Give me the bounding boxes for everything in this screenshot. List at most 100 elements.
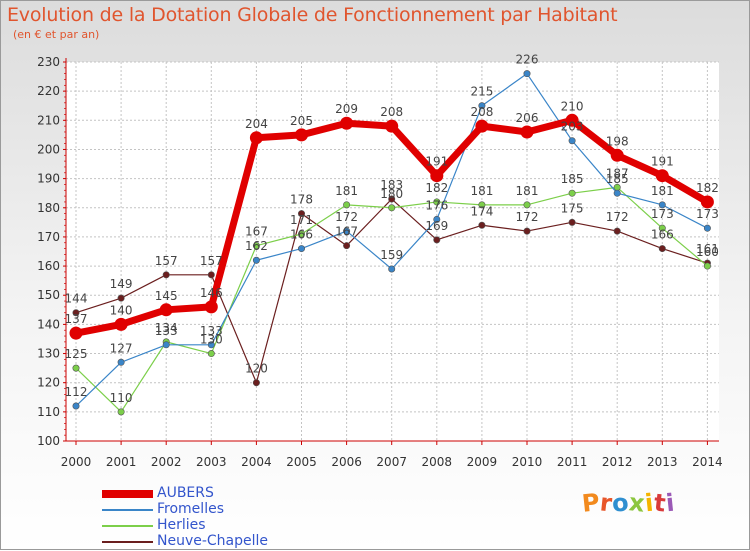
data-point-neuve-chapelle [117, 294, 125, 302]
data-label-fromelles: 159 [380, 248, 403, 262]
data-point-herlies [252, 242, 260, 250]
data-label-neuve-chapelle: 167 [335, 225, 358, 239]
y-tick-label: 230 [37, 55, 60, 69]
data-label-neuve-chapelle: 120 [245, 362, 268, 376]
data-point-herlies [478, 201, 486, 209]
data-label-herlies: 125 [65, 347, 88, 361]
data-label-herlies: 167 [245, 225, 268, 239]
data-label-fromelles: 215 [470, 85, 493, 99]
data-label-fromelles: 162 [245, 239, 268, 253]
data-point-aubers [340, 116, 354, 130]
data-point-aubers [385, 119, 399, 133]
data-point-aubers [204, 300, 218, 314]
data-label-fromelles: 176 [425, 198, 448, 212]
chart-title: Evolution de la Dotation Globale de Fonc… [7, 4, 618, 26]
data-point-fromelles [117, 358, 125, 366]
data-label-fromelles: 112 [65, 385, 88, 399]
data-point-neuve-chapelle [613, 227, 621, 235]
data-label-aubers: 206 [516, 111, 539, 125]
data-label-herlies: 171 [290, 213, 313, 227]
data-point-aubers [700, 195, 714, 209]
data-point-neuve-chapelle [162, 271, 170, 279]
data-point-aubers [655, 169, 669, 183]
data-label-herlies: 181 [470, 184, 493, 198]
data-label-herlies: 110 [110, 391, 133, 405]
data-point-neuve-chapelle [252, 379, 260, 387]
data-label-neuve-chapelle: 174 [470, 204, 493, 218]
data-label-aubers: 208 [470, 105, 493, 119]
data-point-herlies [568, 189, 576, 197]
data-label-fromelles: 133 [200, 324, 223, 338]
data-point-fromelles [613, 189, 621, 197]
logo-letter: i [664, 488, 677, 518]
chart-subtitle: (en € et par an) [13, 28, 100, 41]
data-point-herlies [343, 201, 351, 209]
data-point-fromelles [568, 137, 576, 145]
x-tick-label: 2010 [512, 455, 543, 469]
data-label-neuve-chapelle: 157 [155, 254, 178, 268]
y-tick-label: 110 [37, 405, 60, 419]
data-label-aubers: 209 [335, 102, 358, 116]
data-label-neuve-chapelle: 172 [516, 210, 539, 224]
legend-label-fromelles: Fromelles [157, 501, 224, 517]
data-label-herlies: 187 [606, 166, 629, 180]
x-tick-label: 2003 [196, 455, 227, 469]
x-tick-label: 2007 [376, 455, 407, 469]
data-label-herlies: 134 [155, 321, 178, 335]
data-label-fromelles: 226 [516, 53, 539, 67]
x-tick-label: 2002 [151, 455, 182, 469]
data-point-neuve-chapelle [568, 218, 576, 226]
data-point-fromelles [478, 102, 486, 110]
data-label-neuve-chapelle: 157 [200, 254, 223, 268]
data-label-aubers: 198 [606, 134, 629, 148]
x-tick-label: 2006 [331, 455, 362, 469]
x-tick-label: 2013 [647, 455, 678, 469]
data-label-neuve-chapelle: 166 [651, 228, 674, 242]
legend-label-herlies: Herlies [157, 517, 206, 533]
data-label-aubers: 137 [65, 312, 88, 326]
data-point-herlies [523, 201, 531, 209]
data-point-fromelles [658, 201, 666, 209]
y-tick-label: 130 [37, 347, 60, 361]
data-label-aubers: 191 [651, 155, 674, 169]
data-label-aubers: 191 [425, 155, 448, 169]
data-point-aubers [114, 317, 128, 331]
data-label-herlies: 185 [561, 172, 584, 186]
data-label-aubers: 182 [696, 181, 719, 195]
data-label-aubers: 146 [200, 286, 223, 300]
data-point-herlies [117, 408, 125, 416]
data-label-fromelles: 185 [606, 172, 629, 186]
y-tick-label: 190 [37, 172, 60, 186]
data-point-herlies [388, 204, 396, 212]
data-label-neuve-chapelle: 169 [425, 219, 448, 233]
data-label-neuve-chapelle: 161 [696, 242, 719, 256]
data-point-herlies [207, 350, 215, 358]
data-label-aubers: 210 [561, 99, 584, 113]
data-point-aubers [610, 148, 624, 162]
data-point-aubers [159, 303, 173, 317]
data-label-fromelles: 166 [290, 228, 313, 242]
data-label-neuve-chapelle: 172 [606, 210, 629, 224]
data-label-herlies: 173 [651, 207, 674, 221]
x-tick-label: 2005 [286, 455, 317, 469]
data-point-fromelles [703, 224, 711, 232]
data-point-fromelles [297, 245, 305, 253]
data-point-neuve-chapelle [72, 309, 80, 317]
data-point-herlies [658, 224, 666, 232]
data-point-herlies [297, 230, 305, 238]
data-label-herlies: 181 [516, 184, 539, 198]
data-point-aubers [249, 131, 263, 145]
data-label-fromelles: 133 [155, 324, 178, 338]
data-point-aubers [520, 125, 534, 139]
data-point-herlies [433, 198, 441, 206]
data-label-aubers: 204 [245, 117, 268, 131]
data-label-fromelles: 181 [651, 184, 674, 198]
data-label-neuve-chapelle: 183 [380, 178, 403, 192]
data-point-fromelles [162, 341, 170, 349]
data-point-aubers [295, 128, 308, 142]
data-point-neuve-chapelle [207, 271, 215, 279]
data-label-neuve-chapelle: 175 [561, 201, 584, 215]
data-point-fromelles [207, 341, 215, 349]
data-point-fromelles [523, 70, 531, 78]
